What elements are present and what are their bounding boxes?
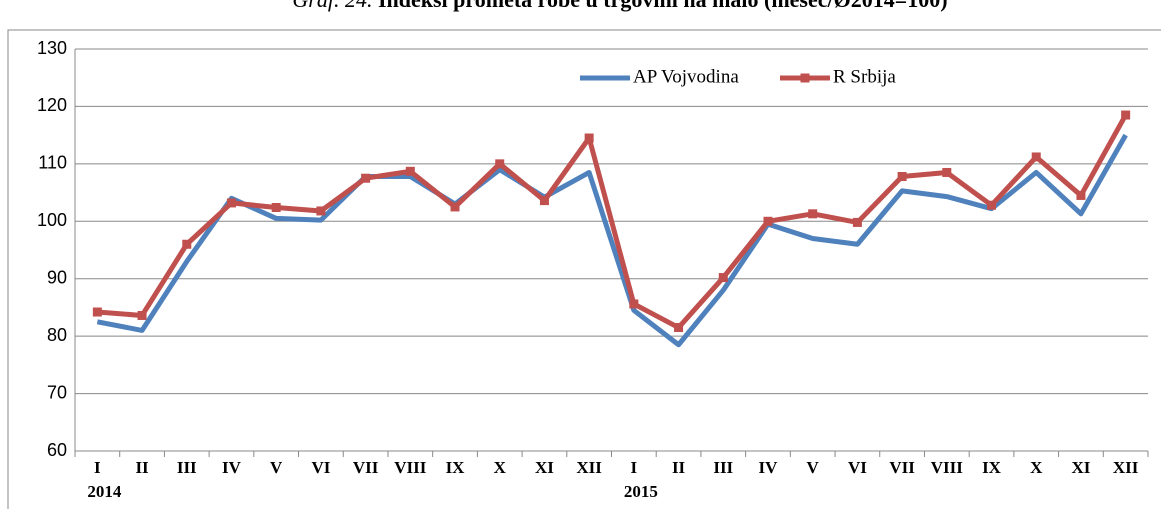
y-tick-label: 90 xyxy=(47,267,67,287)
point-marker xyxy=(629,299,639,309)
x-tick-label: VI xyxy=(848,458,867,477)
chart-title: Graf. 24. Indeksi prometa robe u trgovin… xyxy=(292,0,947,12)
point-marker xyxy=(316,206,326,216)
point-marker xyxy=(808,209,818,219)
point-marker xyxy=(763,216,773,226)
x-tick-label: III xyxy=(713,458,733,477)
year-label: 2014 xyxy=(87,482,122,501)
y-tick-label: 130 xyxy=(37,38,67,58)
x-tick-label: VI xyxy=(311,458,330,477)
x-tick-label: VII xyxy=(353,458,379,477)
chart-frame xyxy=(7,29,1161,509)
x-tick-label: IV xyxy=(759,458,779,477)
point-marker xyxy=(897,171,907,181)
title-prefix: Graf. 24. xyxy=(292,0,372,12)
x-tick-label: I xyxy=(631,458,638,477)
legend-marker xyxy=(800,73,810,83)
point-marker xyxy=(137,310,147,320)
point-marker xyxy=(92,307,102,317)
x-tick-label: VII xyxy=(889,458,915,477)
point-marker xyxy=(1076,190,1086,200)
x-tick-label: XII xyxy=(1113,458,1139,477)
x-tick-label: XII xyxy=(576,458,602,477)
line-series xyxy=(97,113,1128,331)
x-tick-label: X xyxy=(1030,458,1043,477)
y-tick-label: 80 xyxy=(47,325,67,345)
point-marker xyxy=(942,167,952,177)
y-tick-label: 60 xyxy=(47,440,67,460)
point-marker xyxy=(361,173,371,183)
point-marker xyxy=(271,203,281,213)
x-tick-label: IX xyxy=(446,458,466,477)
point-marker xyxy=(718,273,728,283)
x-tick-label: V xyxy=(270,458,283,477)
x-tick-label: XI xyxy=(535,458,554,477)
legend-label: AP Vojvodina xyxy=(633,66,739,87)
x-tick-label: XI xyxy=(1071,458,1090,477)
legend-label: R Srbija xyxy=(833,66,896,87)
y-tick-label: 70 xyxy=(47,382,67,402)
year-label: 2015 xyxy=(624,482,658,501)
x-tick-label: IV xyxy=(222,458,242,477)
point-marker xyxy=(1031,152,1041,162)
point-marker xyxy=(182,239,192,249)
point-marker xyxy=(584,133,594,143)
x-tick-label: VIII xyxy=(931,458,964,477)
point-marker xyxy=(1121,110,1131,120)
point-marker xyxy=(674,323,684,333)
point-marker xyxy=(405,166,415,176)
x-tick-label: X xyxy=(494,458,507,477)
x-tick-label: II xyxy=(672,458,686,477)
title-text: Indeksi prometa robe u trgovini na malo … xyxy=(378,0,948,12)
x-tick-label: I xyxy=(94,458,101,477)
point-marker xyxy=(450,202,460,212)
x-tick-label: III xyxy=(177,458,197,477)
point-marker xyxy=(539,196,549,206)
x-tick-label: IX xyxy=(982,458,1002,477)
y-tick-label: 100 xyxy=(37,210,67,230)
point-marker xyxy=(987,200,997,210)
x-tick-label: V xyxy=(807,458,820,477)
point-marker xyxy=(226,198,236,208)
point-marker xyxy=(495,159,505,169)
y-tick-label: 120 xyxy=(37,95,67,115)
x-tick-label: II xyxy=(135,458,149,477)
point-marker xyxy=(852,217,862,227)
y-tick-label: 110 xyxy=(38,153,67,173)
line-series xyxy=(96,133,1128,348)
x-tick-label: VIII xyxy=(394,458,427,477)
